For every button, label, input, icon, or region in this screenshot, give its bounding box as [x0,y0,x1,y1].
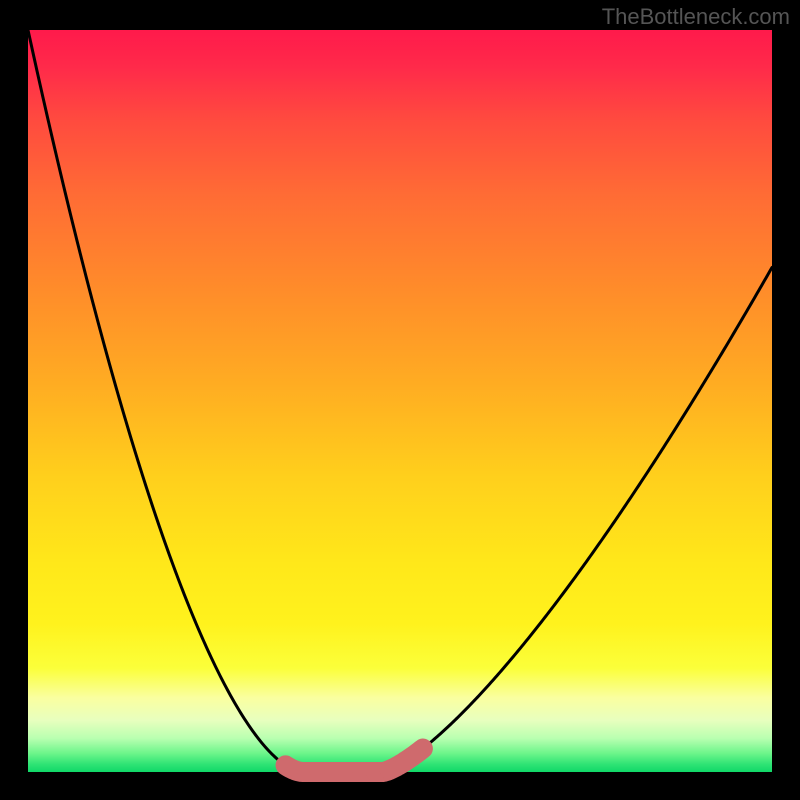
curve-marker [396,751,416,771]
bottleneck-curve-chart [0,0,800,800]
curve-marker [415,741,431,757]
watermark-label: TheBottleneck.com [602,4,790,30]
gradient-panel [28,30,772,772]
chart-stage: TheBottleneck.com [0,0,800,800]
